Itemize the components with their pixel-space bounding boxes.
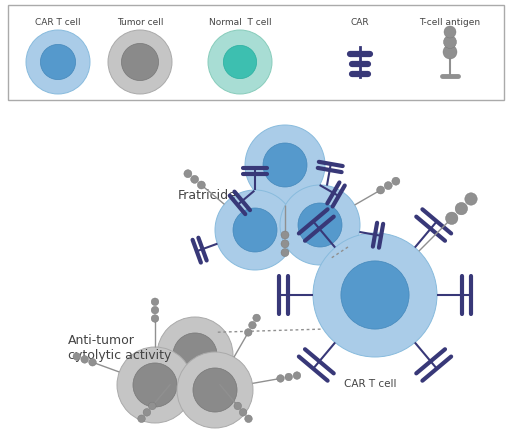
Circle shape xyxy=(341,261,409,329)
Text: Normal  T cell: Normal T cell xyxy=(209,18,271,27)
Circle shape xyxy=(443,45,457,59)
Text: CAR T cell: CAR T cell xyxy=(344,379,396,389)
Circle shape xyxy=(223,45,257,79)
Circle shape xyxy=(285,373,292,381)
Circle shape xyxy=(233,208,277,252)
Circle shape xyxy=(455,202,467,215)
Circle shape xyxy=(377,186,385,194)
Circle shape xyxy=(298,203,342,247)
Circle shape xyxy=(138,415,145,422)
Circle shape xyxy=(245,125,325,205)
Circle shape xyxy=(81,356,89,363)
Circle shape xyxy=(443,36,457,48)
Circle shape xyxy=(108,30,172,94)
Circle shape xyxy=(193,368,237,412)
Circle shape xyxy=(40,44,76,80)
Circle shape xyxy=(280,185,360,265)
Circle shape xyxy=(151,306,159,314)
Circle shape xyxy=(184,170,192,178)
Circle shape xyxy=(208,30,272,94)
Circle shape xyxy=(215,190,295,270)
Circle shape xyxy=(263,143,307,187)
Circle shape xyxy=(143,409,151,416)
Circle shape xyxy=(445,212,458,224)
Circle shape xyxy=(173,333,217,377)
Circle shape xyxy=(384,182,392,190)
Circle shape xyxy=(234,402,242,410)
Text: Anti-tumor
cytolytic activity: Anti-tumor cytolytic activity xyxy=(68,334,172,362)
Circle shape xyxy=(281,240,289,248)
Circle shape xyxy=(198,181,205,189)
Circle shape xyxy=(157,317,233,393)
Circle shape xyxy=(151,298,159,305)
Circle shape xyxy=(465,193,477,205)
Text: T-cell antigen: T-cell antigen xyxy=(419,18,481,27)
Circle shape xyxy=(239,409,247,416)
Bar xyxy=(8,5,504,100)
Text: CAR T cell: CAR T cell xyxy=(35,18,81,27)
Text: Tumor cell: Tumor cell xyxy=(117,18,163,27)
Circle shape xyxy=(293,372,301,379)
Circle shape xyxy=(253,314,261,322)
Circle shape xyxy=(133,363,177,407)
Circle shape xyxy=(73,353,80,360)
Circle shape xyxy=(281,231,289,239)
Circle shape xyxy=(121,44,159,81)
Circle shape xyxy=(26,30,90,94)
Text: CAR: CAR xyxy=(351,18,369,27)
Circle shape xyxy=(245,415,252,422)
Circle shape xyxy=(281,249,289,257)
Circle shape xyxy=(244,329,252,336)
Circle shape xyxy=(249,321,256,329)
Circle shape xyxy=(151,315,159,322)
Circle shape xyxy=(392,177,400,185)
Circle shape xyxy=(190,176,199,183)
Circle shape xyxy=(148,402,156,410)
Circle shape xyxy=(444,26,456,38)
Text: Fratricide: Fratricide xyxy=(178,188,237,202)
Circle shape xyxy=(117,347,193,423)
Circle shape xyxy=(313,233,437,357)
Circle shape xyxy=(177,352,253,428)
Circle shape xyxy=(276,374,284,382)
Circle shape xyxy=(89,359,96,366)
